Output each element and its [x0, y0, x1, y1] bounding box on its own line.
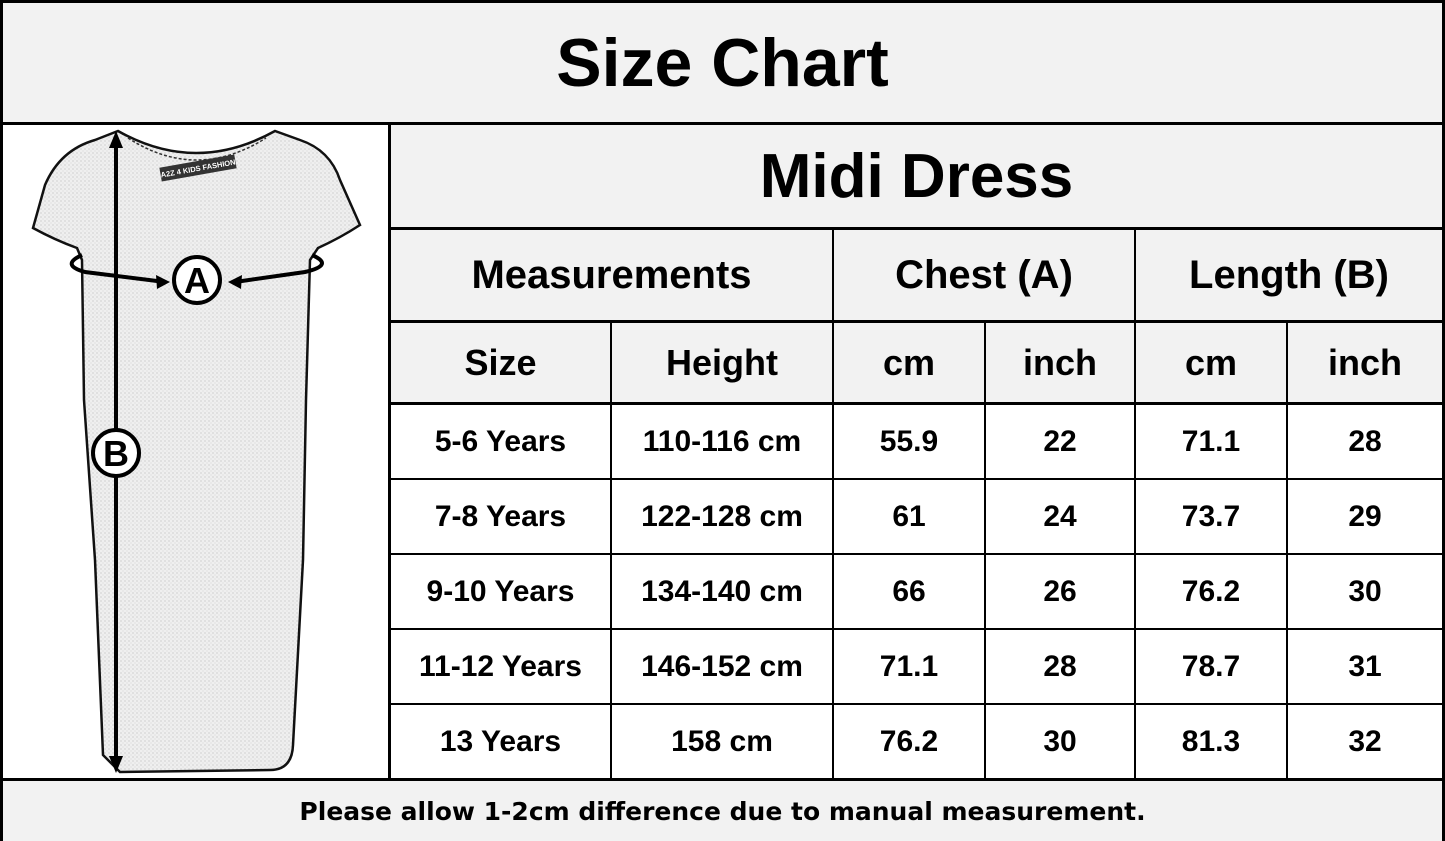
column-header-length-cm: cm — [1136, 323, 1288, 405]
table-cell-size: 5-6 Years — [391, 405, 612, 480]
table-cell-chest-cm: 55.9 — [834, 405, 986, 480]
table-cell-chest-inch: 28 — [986, 630, 1136, 705]
table-cell-size: 13 Years — [391, 705, 612, 778]
footer-note: Please allow 1-2cm difference due to man… — [3, 778, 1442, 841]
table-cell-chest-cm: 76.2 — [834, 705, 986, 778]
column-header-length-inch: inch — [1288, 323, 1442, 405]
column-header-size: Size — [391, 323, 612, 405]
table-cell-length-inch: 31 — [1288, 630, 1442, 705]
table-cell-chest-cm: 61 — [834, 480, 986, 555]
table-cell-size: 7-8 Years — [391, 480, 612, 555]
group-header-chest: Chest (A) — [834, 230, 1136, 323]
table-cell-height: 134-140 cm — [612, 555, 834, 630]
table-cell-size: 9-10 Years — [391, 555, 612, 630]
table-cell-height: 122-128 cm — [612, 480, 834, 555]
table-cell-length-cm: 73.7 — [1136, 480, 1288, 555]
table-cell-length-cm: 71.1 — [1136, 405, 1288, 480]
column-header-chest-inch: inch — [986, 323, 1136, 405]
brand-tag — [159, 154, 237, 182]
table-cell-chest-cm: 66 — [834, 555, 986, 630]
table-cell-height: 146-152 cm — [612, 630, 834, 705]
page-title: Size Chart — [3, 3, 1442, 125]
table-cell-height: 110-116 cm — [612, 405, 834, 480]
table-cell-length-inch: 32 — [1288, 705, 1442, 778]
label-a: A — [184, 260, 210, 301]
table-cell-length-cm: 76.2 — [1136, 555, 1288, 630]
dress-illustration-icon: A2Z 4 KIDS FASHION A B — [31, 129, 362, 774]
group-header-measurements: Measurements — [391, 230, 834, 323]
group-header-length: Length (B) — [1136, 230, 1442, 323]
size-table: Midi Dress Measurements Chest (A) Length… — [391, 125, 1442, 778]
table-cell-length-inch: 28 — [1288, 405, 1442, 480]
table-cell-chest-inch: 26 — [986, 555, 1136, 630]
table-cell-length-inch: 30 — [1288, 555, 1442, 630]
table-cell-chest-inch: 24 — [986, 480, 1136, 555]
table-cell-chest-cm: 71.1 — [834, 630, 986, 705]
product-title: Midi Dress — [391, 125, 1442, 230]
table-cell-height: 158 cm — [612, 705, 834, 778]
column-header-chest-cm: cm — [834, 323, 986, 405]
label-b: B — [103, 433, 129, 474]
table-cell-chest-inch: 30 — [986, 705, 1136, 778]
table-cell-length-cm: 78.7 — [1136, 630, 1288, 705]
table-cell-chest-inch: 22 — [986, 405, 1136, 480]
table-cell-length-cm: 81.3 — [1136, 705, 1288, 778]
table-cell-size: 11-12 Years — [391, 630, 612, 705]
dress-illustration-panel: A2Z 4 KIDS FASHION A B — [3, 125, 391, 778]
column-header-height: Height — [612, 323, 834, 405]
table-cell-length-inch: 29 — [1288, 480, 1442, 555]
